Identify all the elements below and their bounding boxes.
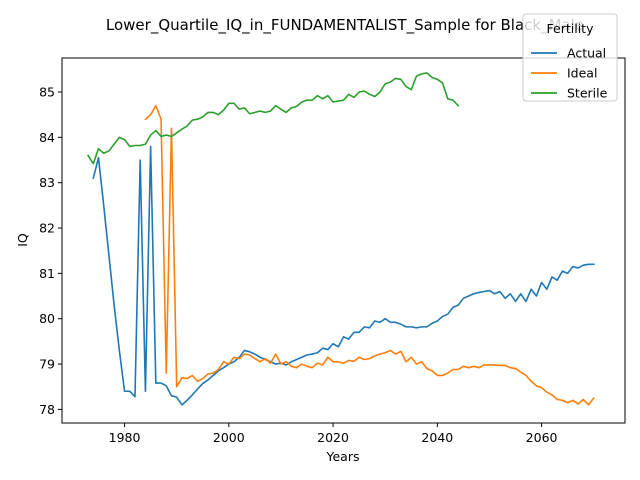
- plot-area: [86, 72, 595, 406]
- y-tick-label: 83: [39, 175, 55, 190]
- y-tick-label: 84: [39, 130, 55, 145]
- y-tick-label: 81: [39, 266, 55, 281]
- x-tick-label: 2020: [317, 430, 349, 445]
- x-axis-label: Years: [326, 449, 360, 464]
- y-tick-label: 78: [39, 402, 55, 417]
- series-line-actual: [92, 145, 595, 406]
- legend-label-sterile: Sterile: [567, 86, 608, 101]
- legend-title: Fertility: [547, 21, 595, 36]
- axes-frame: [61, 57, 626, 424]
- y-axis-label: IQ: [15, 233, 30, 247]
- y-tick-label: 82: [39, 221, 55, 236]
- x-tick-label: 1980: [109, 430, 141, 445]
- series-line-sterile: [86, 72, 460, 165]
- legend-label-actual: Actual: [567, 46, 606, 61]
- legend-box: [522, 13, 618, 102]
- x-tick-label: 2000: [213, 430, 245, 445]
- chart-title: Lower_Quartile_IQ_in_FUNDAMENTALIST_Samp…: [106, 16, 584, 35]
- legend-entries: Actual Ideal Sterile: [531, 46, 608, 101]
- legend-label-ideal: Ideal: [567, 66, 597, 81]
- x-tick-label: 2060: [526, 430, 558, 445]
- legend: Fertility Actual Ideal Sterile: [522, 13, 618, 102]
- x-tick-label: 2040: [421, 430, 453, 445]
- y-tick-label: 80: [39, 311, 55, 326]
- y-axis: 78 79 80 81 82 83 84 85: [39, 85, 62, 417]
- x-axis: 1980 2000 2020 2040 2060: [109, 423, 558, 445]
- y-tick-label: 85: [39, 85, 55, 100]
- series-line-ideal: [144, 104, 595, 406]
- y-tick-label: 79: [39, 357, 55, 372]
